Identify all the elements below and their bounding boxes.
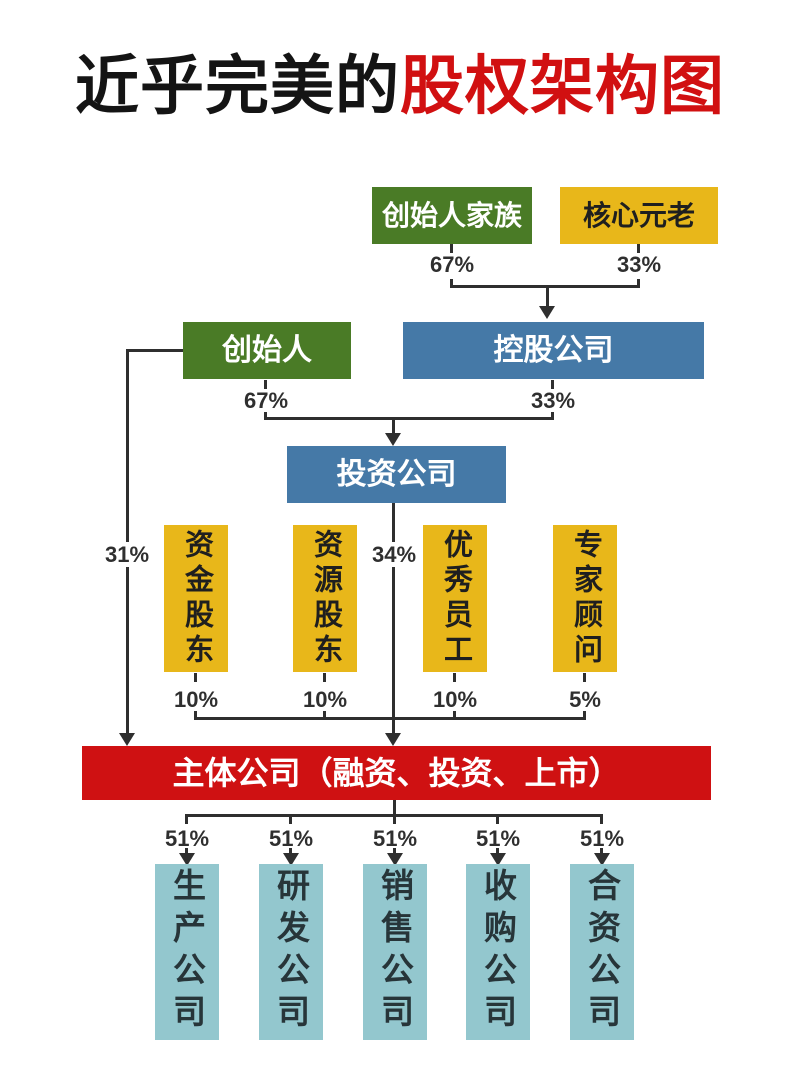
arrow-down-founder-to-main-icon: [119, 733, 135, 746]
tick-excellent-employee: [453, 673, 456, 682]
tick-subsidiary-3: [393, 814, 396, 824]
stub-excellent-employee: [453, 711, 456, 720]
node-core-veterans: 核心元老: [560, 187, 718, 244]
tick-core-veterans: [637, 244, 640, 253]
pct-core-veterans-to-holding: 33%: [616, 252, 662, 277]
stem-subsidiary-4: [496, 848, 499, 856]
tick-expert-advisor: [583, 673, 586, 682]
pct-resource-shareholder: 10%: [302, 687, 348, 712]
line-to-holding-company: [546, 287, 549, 308]
tick-founder-family: [450, 244, 453, 253]
title-highlight: 股权架构图: [400, 50, 725, 122]
connector-row1: [450, 285, 640, 288]
node-acquisition-company: 收购公司: [466, 864, 530, 1040]
node-joint-venture-company: 合资公司: [570, 864, 634, 1040]
pct-founder-family-to-holding: 67%: [429, 252, 475, 277]
title-prefix: 近乎完美的: [75, 50, 400, 122]
stem-subsidiary-5: [600, 848, 603, 856]
node-production-company: 生产公司: [155, 864, 219, 1040]
pct-capital-shareholder: 10%: [173, 687, 219, 712]
connector-minor-shareholders: [194, 717, 586, 720]
pct-excellent-employee: 10%: [432, 687, 478, 712]
arrow-down-subsidiary-3-icon: [387, 853, 403, 866]
line-investment-to-main: [392, 503, 395, 735]
page-title: 近乎完美的 股权架构图: [0, 38, 800, 124]
stem-subsidiary-3: [393, 848, 396, 856]
tick-subsidiary-1: [185, 814, 188, 824]
node-sales-company: 销售公司: [363, 864, 427, 1040]
pct-subsidiary-1: 51%: [164, 826, 210, 851]
pct-founder-to-investment: 67%: [243, 388, 289, 413]
node-investment-company: 投资公司: [287, 446, 506, 503]
tick-founder: [264, 380, 267, 389]
line-founder-left-stub: [128, 349, 183, 352]
stub-founder: [264, 412, 267, 420]
stem-subsidiary-2: [289, 848, 292, 856]
pct-subsidiary-5: 51%: [579, 826, 625, 851]
connector-row2: [264, 417, 554, 420]
node-rd-company: 研发公司: [259, 864, 323, 1040]
node-founder-family: 创始人家族: [372, 187, 532, 244]
tick-subsidiary-5: [600, 814, 603, 824]
pct-subsidiary-2: 51%: [268, 826, 314, 851]
stub-holding: [551, 412, 554, 420]
node-founder: 创始人: [183, 322, 351, 379]
node-holding-company: 控股公司: [403, 322, 704, 379]
node-excellent-employee: 优秀员工: [423, 525, 487, 672]
pct-subsidiary-4: 51%: [475, 826, 521, 851]
tick-subsidiary-4: [496, 814, 499, 824]
stub-resource-shareholder: [323, 711, 326, 720]
stub-expert-advisor: [583, 711, 586, 720]
pct-founder-to-main: 31%: [92, 542, 162, 567]
arrow-down-to-holding-icon: [539, 306, 555, 319]
arrow-down-subsidiary-2-icon: [283, 853, 299, 866]
pct-investment-to-main: 34%: [359, 542, 429, 567]
node-capital-shareholder: 资金股东: [164, 525, 228, 672]
node-resource-shareholder: 资源股东: [293, 525, 357, 672]
arrow-down-investment-to-main-icon: [385, 733, 401, 746]
arrow-down-subsidiary-4-icon: [490, 853, 506, 866]
tick-resource-shareholder: [323, 673, 326, 682]
arrow-down-subsidiary-1-icon: [179, 853, 195, 866]
stub-capital-shareholder: [194, 711, 197, 720]
stub-founder-family: [450, 279, 453, 288]
stem-subsidiary-1: [185, 848, 188, 856]
pct-expert-advisor: 5%: [569, 687, 601, 712]
line-to-investment-company: [392, 419, 395, 435]
node-expert-advisor: 专家顾问: [553, 525, 617, 672]
tick-holding: [551, 380, 554, 389]
arrow-down-to-investment-icon: [385, 433, 401, 446]
stub-main-company: [393, 800, 396, 816]
pct-subsidiary-3: 51%: [372, 826, 418, 851]
node-main-company: 主体公司（融资、投资、上市）: [82, 746, 711, 800]
arrow-down-subsidiary-5-icon: [594, 853, 610, 866]
tick-capital-shareholder: [194, 673, 197, 682]
tick-subsidiary-2: [289, 814, 292, 824]
pct-holding-to-investment: 33%: [530, 388, 576, 413]
stub-core-veterans: [637, 279, 640, 288]
